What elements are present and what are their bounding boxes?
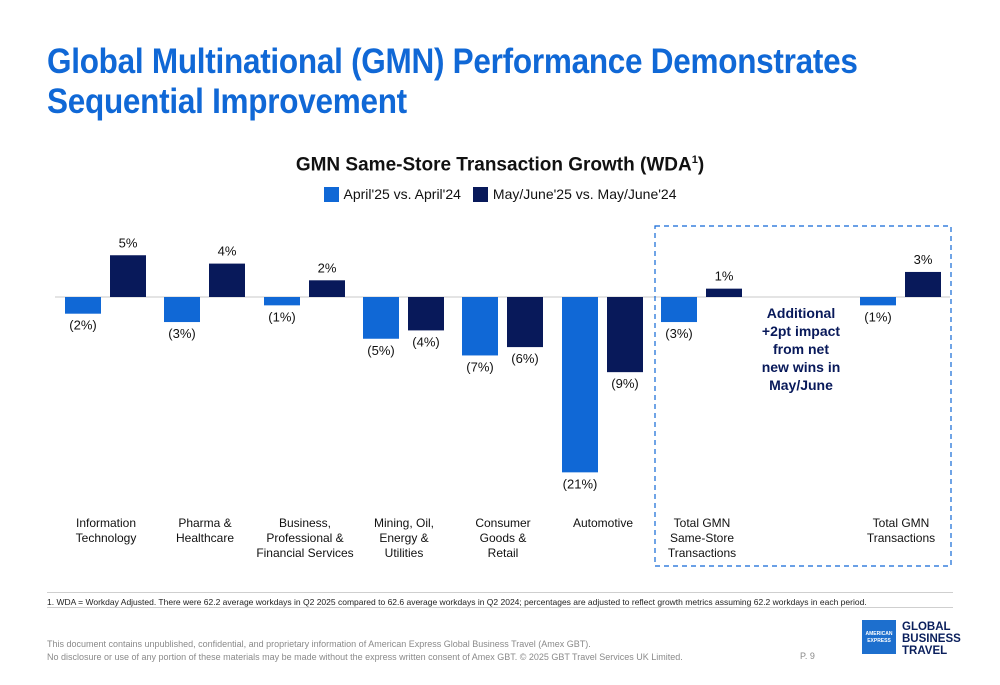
logo-text-line-1: GLOBAL: [902, 621, 951, 633]
legend-item-may-june: May/June'25 vs. May/June'24: [472, 186, 677, 202]
bar-s1-c1: [209, 263, 245, 297]
totals-highlight-box: [654, 225, 952, 567]
logo-badge-line-2: EXPRESS: [867, 638, 891, 644]
category-label-3-line-2: Utilities: [385, 546, 424, 560]
bar-s1-c6: [706, 288, 742, 297]
annotation-line-0: Additional: [767, 305, 835, 321]
data-label-s1-c4: (6%): [511, 351, 538, 366]
bar-s0-c4: [462, 297, 498, 356]
data-label-s0-c4: (7%): [466, 359, 493, 374]
bar-s0-c7: [860, 297, 896, 306]
data-label-s1-c0: 5%: [119, 235, 138, 250]
footer-divider: [47, 607, 953, 608]
category-label-0-line-0: Information: [76, 516, 136, 530]
category-label-2-line-0: Business,: [279, 516, 331, 530]
bar-s0-c5: [562, 297, 598, 473]
category-label-7-line-1: Transactions: [867, 531, 935, 545]
annotation-line-1: +2pt impact: [762, 323, 841, 339]
data-label-s1-c1: 4%: [218, 244, 237, 259]
logo-text-line-2: BUSINESS: [902, 633, 961, 645]
category-label-6-line-2: Transactions: [668, 546, 736, 560]
page-number: P. 9: [800, 651, 815, 661]
legend-item-april: April'25 vs. April'24: [323, 186, 461, 202]
category-label-5-line-0: Automotive: [573, 516, 633, 530]
confidentiality-disclaimer: This document contains unpublished, conf…: [47, 638, 683, 664]
bar-chart: (2%) (3%) (1%) (5%) (7%) (21%) (3%) (1%) 5% 4% 2% (…: [55, 225, 952, 567]
legend-swatch-may-june: [472, 186, 488, 202]
disclaimer-line-2: No disclosure or use of any portion of t…: [47, 652, 683, 662]
bar-s1-c0: [110, 255, 146, 297]
annotation-line-4: May/June: [769, 377, 833, 393]
category-label-2-line-1: Professional &: [266, 531, 343, 545]
category-label-3-line-0: Mining, Oil,: [374, 516, 434, 530]
category-label-7-line-0: Total GMN: [873, 516, 930, 530]
bar-s0-c3: [363, 297, 399, 339]
bar-s1-c4: [507, 297, 543, 348]
legend-swatch-april: [323, 186, 339, 202]
bar-s1-c5: [607, 297, 643, 373]
category-label-3-line-1: Energy &: [379, 531, 428, 545]
data-label-s0-c6: (3%): [665, 326, 692, 341]
data-label-s0-c1: (3%): [168, 326, 195, 341]
disclaimer-line-1: This document contains unpublished, conf…: [47, 639, 591, 649]
category-label-4-line-1: Goods &: [480, 531, 527, 545]
category-label-0-line-1: Technology: [76, 531, 137, 545]
data-label-s0-c2: (1%): [268, 309, 295, 324]
bar-s1-c7: [905, 271, 941, 297]
category-label-4-line-0: Consumer: [475, 516, 530, 530]
footnote-divider: [47, 592, 953, 593]
bar-s0-c0: [65, 297, 101, 314]
data-label-s1-c2: 2%: [318, 260, 337, 275]
bar-s0-c1: [164, 297, 200, 323]
data-label-s1-c3: (4%): [412, 334, 439, 349]
bar-s0-c6: [661, 297, 697, 323]
category-label-6-line-1: Same-Store: [670, 531, 734, 545]
amex-logo-badge: AMERICAN EXPRESS: [862, 620, 896, 654]
slide-title: Global Multinational (GMN) Performance D…: [47, 42, 858, 121]
bar-s1-c2: [309, 280, 345, 297]
data-label-s0-c3: (5%): [367, 343, 394, 358]
logo-text-line-3: TRAVEL: [902, 645, 948, 657]
category-label-1-line-1: Healthcare: [176, 531, 234, 545]
annotation-line-2: from net: [773, 341, 829, 357]
footnote: 1. WDA = Workday Adjusted. There were 62…: [47, 597, 867, 607]
category-label-1-line-0: Pharma &: [178, 516, 231, 530]
gbt-logo-text: GLOBAL BUSINESS TRAVEL: [902, 621, 961, 657]
legend-label-april: April'25 vs. April'24: [343, 186, 461, 202]
data-label-s0-c7: (1%): [864, 309, 891, 324]
annotation-line-3: new wins in: [762, 359, 841, 375]
data-label-s1-c5: (9%): [611, 376, 638, 391]
data-label-s1-c7: 3%: [914, 252, 933, 267]
category-label-4-line-2: Retail: [488, 546, 519, 560]
data-label-s0-c0: (2%): [69, 318, 96, 333]
data-label-s0-c5: (21%): [563, 476, 598, 491]
category-label-2-line-2: Financial Services: [256, 546, 353, 560]
bar-s0-c2: [264, 297, 300, 306]
bar-s1-c3: [408, 297, 444, 331]
category-label-6-line-0: Total GMN: [674, 516, 731, 530]
chart-legend: April'25 vs. April'24 May/June'25 vs. Ma…: [0, 186, 1000, 202]
data-label-s1-c6: 1%: [715, 269, 734, 284]
legend-label-may-june: May/June'25 vs. May/June'24: [492, 186, 677, 202]
logo-badge-line-1: AMERICAN: [865, 631, 893, 637]
chart-title: GMN Same-Store Transaction Growth (WDA1): [295, 154, 705, 176]
